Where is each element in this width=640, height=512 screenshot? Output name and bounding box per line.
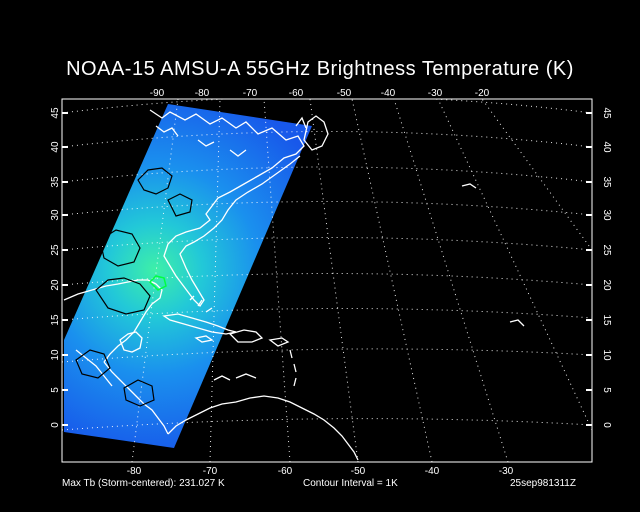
right-lat-label: 45 <box>601 107 612 119</box>
right-lat-label: 25 <box>601 244 612 256</box>
satellite-swath <box>64 104 312 448</box>
top-lon-label: -60 <box>289 88 304 99</box>
timestamp-label: 25sep981311Z <box>510 478 576 489</box>
temperature-contours <box>75 167 193 407</box>
top-lon-label: -30 <box>428 88 443 99</box>
bottom-longitude-labels: -80 -70 -60 -50 -40 -30 <box>127 466 514 477</box>
left-lat-label: 0 <box>50 422 61 428</box>
contour-interval-label: Contour Interval = 1K <box>303 478 398 489</box>
left-lat-label: 35 <box>50 176 61 188</box>
top-lon-label: -80 <box>195 88 210 99</box>
top-lon-label: -50 <box>337 88 352 99</box>
frame-ticks <box>62 112 592 426</box>
top-lon-label: -20 <box>475 88 490 99</box>
left-latitude-labels: 45 40 35 30 25 20 15 10 5 0 <box>50 107 61 428</box>
left-lat-label: 5 <box>50 387 61 393</box>
bottom-lon-label: -60 <box>278 466 293 477</box>
right-lat-label: 30 <box>601 209 612 221</box>
left-lat-label: 10 <box>50 349 61 361</box>
top-lon-label: -90 <box>150 88 165 99</box>
right-lat-label: 15 <box>601 314 612 326</box>
storm-center-marker <box>148 275 167 291</box>
left-lat-label: 20 <box>50 279 61 291</box>
top-lon-label: -40 <box>381 88 396 99</box>
top-longitude-labels: -90 -80 -70 -60 -50 -40 -30 -20 <box>150 88 490 99</box>
bottom-lon-label: -50 <box>351 466 366 477</box>
graticule <box>62 99 592 462</box>
bottom-lon-label: -40 <box>425 466 440 477</box>
top-lon-label: -70 <box>243 88 258 99</box>
map-frame <box>61 98 593 463</box>
left-lat-label: 45 <box>50 107 61 119</box>
bottom-lon-label: -80 <box>127 466 142 477</box>
bottom-lon-label: -70 <box>203 466 218 477</box>
left-lat-label: 25 <box>50 244 61 256</box>
max-tb-readout: Max Tb (Storm-centered): 231.027 K <box>62 478 225 489</box>
right-lat-label: 5 <box>601 387 612 393</box>
left-lat-label: 15 <box>50 314 61 326</box>
bottom-lon-label: -30 <box>499 466 514 477</box>
coastline <box>63 109 525 461</box>
left-lat-label: 40 <box>50 141 61 153</box>
right-lat-label: 10 <box>601 349 612 361</box>
right-lat-label: 35 <box>601 176 612 188</box>
right-lat-label: 0 <box>601 422 612 428</box>
right-lat-label: 40 <box>601 141 612 153</box>
right-lat-label: 20 <box>601 279 612 291</box>
left-lat-label: 30 <box>50 209 61 221</box>
map-title: NOAA-15 AMSU-A 55GHz Brightness Temperat… <box>66 58 574 80</box>
right-latitude-labels: 45 40 35 30 25 20 15 10 5 0 <box>601 107 612 428</box>
